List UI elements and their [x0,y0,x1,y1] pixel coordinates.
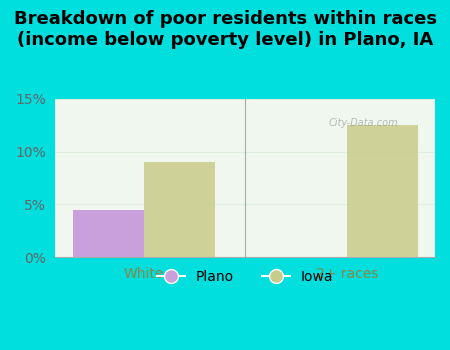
Bar [144,162,215,257]
Bar [73,210,144,257]
Text: Breakdown of poor residents within races
(income below poverty level) in Plano, : Breakdown of poor residents within races… [14,10,436,49]
Bar [346,125,418,257]
Text: City-Data.com: City-Data.com [329,118,398,128]
Legend: Plano, Iowa: Plano, Iowa [152,265,339,290]
